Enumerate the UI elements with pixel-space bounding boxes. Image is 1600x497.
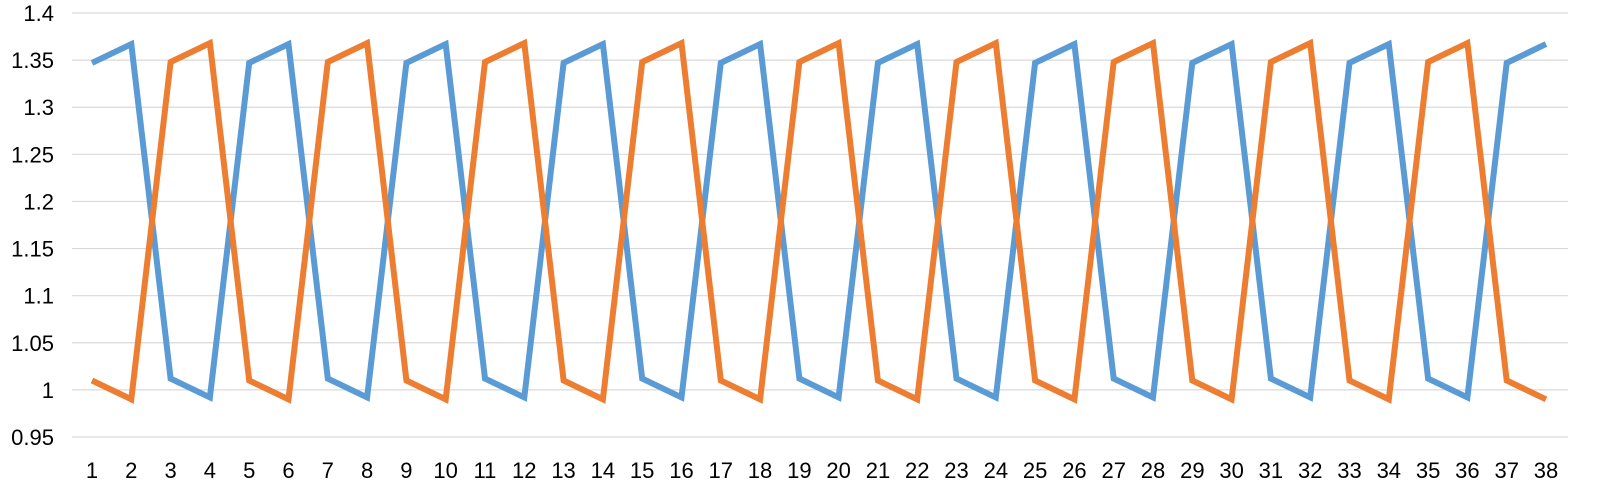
x-tick-label: 32 bbox=[1298, 458, 1322, 483]
x-tick-label: 18 bbox=[748, 458, 772, 483]
x-tick-label: 20 bbox=[826, 458, 850, 483]
x-tick-label: 21 bbox=[866, 458, 890, 483]
x-tick-label: 7 bbox=[322, 458, 334, 483]
y-tick-label: 1.25 bbox=[11, 142, 54, 167]
x-tick-label: 2 bbox=[125, 458, 137, 483]
x-tick-label: 27 bbox=[1101, 458, 1125, 483]
x-tick-label: 31 bbox=[1259, 458, 1283, 483]
x-tick-label: 34 bbox=[1377, 458, 1401, 483]
x-tick-label: 22 bbox=[905, 458, 929, 483]
x-tick-label: 29 bbox=[1180, 458, 1204, 483]
x-tick-label: 37 bbox=[1494, 458, 1518, 483]
x-tick-label: 4 bbox=[204, 458, 216, 483]
x-tick-label: 25 bbox=[1023, 458, 1047, 483]
gridlines bbox=[72, 12, 1568, 438]
x-axis-tick-labels: 1 2 3 4 5 6 7 8 9 10 11 12 13 14 15 16 17 18 19 20 21 22 23 24 2… bbox=[86, 458, 1558, 483]
x-tick-label: 16 bbox=[669, 458, 693, 483]
x-tick-label: 5 bbox=[243, 458, 255, 483]
y-tick-label: 1.05 bbox=[11, 331, 54, 356]
y-tick-label: 1.3 bbox=[23, 95, 54, 120]
x-tick-label: 15 bbox=[630, 458, 654, 483]
y-tick-label: 1.2 bbox=[23, 189, 54, 214]
x-tick-label: 12 bbox=[512, 458, 536, 483]
x-tick-label: 11 bbox=[474, 458, 497, 483]
y-tick-label: 1.35 bbox=[11, 48, 54, 73]
series-lines bbox=[90, 38, 1548, 404]
x-tick-label: 3 bbox=[164, 458, 176, 483]
x-tick-label: 35 bbox=[1416, 458, 1440, 483]
y-tick-label: 1.4 bbox=[23, 1, 54, 26]
x-tick-label: 28 bbox=[1141, 458, 1165, 483]
x-tick-label: 26 bbox=[1062, 458, 1086, 483]
x-tick-label: 6 bbox=[282, 458, 294, 483]
x-tick-label: 10 bbox=[433, 458, 457, 483]
x-tick-label: 30 bbox=[1219, 458, 1243, 483]
x-tick-label: 9 bbox=[400, 458, 412, 483]
x-tick-label: 17 bbox=[709, 458, 733, 483]
y-tick-label: 0.95 bbox=[11, 425, 54, 450]
x-tick-label: 19 bbox=[787, 458, 811, 483]
series-line-1 bbox=[90, 39, 1548, 402]
x-tick-label: 36 bbox=[1455, 458, 1479, 483]
x-tick-label: 33 bbox=[1337, 458, 1361, 483]
x-tick-label: 23 bbox=[944, 458, 968, 483]
y-tick-label: 1 bbox=[42, 378, 54, 403]
x-tick-label: 13 bbox=[551, 458, 575, 483]
series-line-2 bbox=[90, 38, 1548, 404]
x-tick-label: 14 bbox=[591, 458, 615, 483]
y-axis-tick-labels: 0.95 1 1.05 1.1 1.15 1.2 1.25 1.3 1.35 1.4 bbox=[11, 1, 54, 450]
x-tick-label: 8 bbox=[361, 458, 373, 483]
x-tick-label: 38 bbox=[1534, 458, 1558, 483]
y-tick-label: 1.1 bbox=[23, 284, 54, 309]
x-tick-label: 24 bbox=[984, 458, 1008, 483]
y-tick-label: 1.15 bbox=[11, 237, 54, 262]
x-tick-label: 1 bbox=[86, 458, 98, 483]
